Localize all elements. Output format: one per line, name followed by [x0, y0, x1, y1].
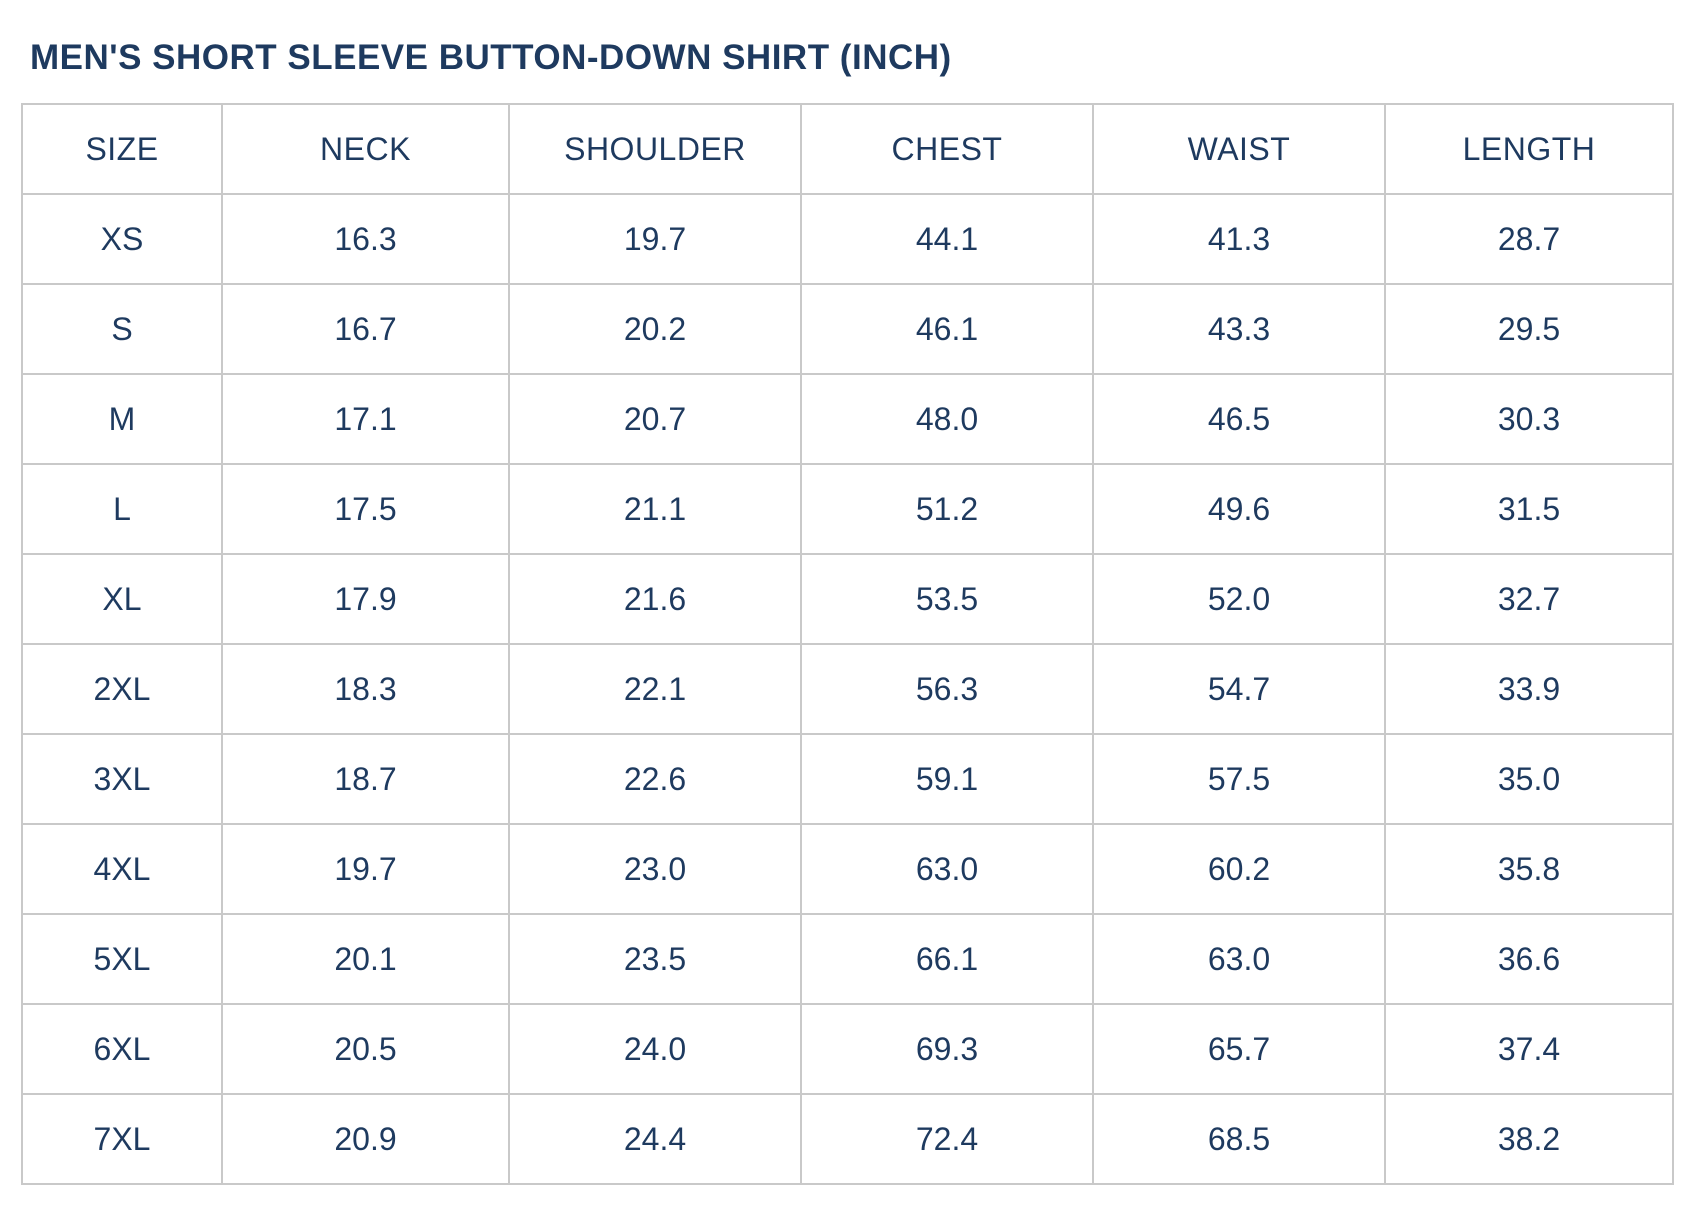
measurement-cell-shoulder: 23.0 [508, 823, 802, 915]
measurement-cell-neck: 20.9 [221, 1093, 510, 1185]
measurement-cell-neck: 17.1 [221, 373, 510, 465]
measurement-cell-length: 30.3 [1384, 373, 1674, 465]
measurement-cell-neck: 17.9 [221, 553, 510, 645]
page-title: MEN'S SHORT SLEEVE BUTTON-DOWN SHIRT (IN… [30, 38, 952, 77]
measurement-cell-chest: 63.0 [800, 823, 1094, 915]
measurement-cell-neck: 18.3 [221, 643, 510, 735]
measurement-cell-length: 28.7 [1384, 193, 1674, 285]
measurement-cell-shoulder: 21.6 [508, 553, 802, 645]
measurement-cell-waist: 65.7 [1092, 1003, 1386, 1095]
measurement-cell-shoulder: 23.5 [508, 913, 802, 1005]
table-row-xs: XS 16.3 19.7 44.1 41.3 28.7 [21, 193, 1674, 285]
measurement-cell-neck: 20.5 [221, 1003, 510, 1095]
table-row-6xl: 6XL 20.5 24.0 69.3 65.7 37.4 [21, 1003, 1674, 1095]
size-cell: 6XL [21, 1003, 223, 1095]
table-header-row: SIZE NECK SHOULDER CHEST WAIST LENGTH [21, 103, 1674, 195]
measurement-cell-chest: 53.5 [800, 553, 1094, 645]
measurement-cell-shoulder: 19.7 [508, 193, 802, 285]
measurement-cell-length: 35.0 [1384, 733, 1674, 825]
measurement-cell-waist: 63.0 [1092, 913, 1386, 1005]
measurement-cell-length: 36.6 [1384, 913, 1674, 1005]
size-cell: 2XL [21, 643, 223, 735]
table-row-2xl: 2XL 18.3 22.1 56.3 54.7 33.9 [21, 643, 1674, 735]
table-row-s: S 16.7 20.2 46.1 43.3 29.5 [21, 283, 1674, 375]
table-row-m: M 17.1 20.7 48.0 46.5 30.3 [21, 373, 1674, 465]
measurement-cell-length: 37.4 [1384, 1003, 1674, 1095]
measurement-cell-chest: 44.1 [800, 193, 1094, 285]
measurement-cell-waist: 60.2 [1092, 823, 1386, 915]
measurement-cell-shoulder: 24.4 [508, 1093, 802, 1185]
measurement-cell-chest: 59.1 [800, 733, 1094, 825]
size-cell: 5XL [21, 913, 223, 1005]
measurement-cell-waist: 43.3 [1092, 283, 1386, 375]
size-cell: XL [21, 553, 223, 645]
measurement-cell-length: 33.9 [1384, 643, 1674, 735]
column-header-chest: CHEST [800, 103, 1094, 195]
table-header: SIZE NECK SHOULDER CHEST WAIST LENGTH [21, 103, 1674, 195]
size-cell: XS [21, 193, 223, 285]
measurement-cell-waist: 57.5 [1092, 733, 1386, 825]
table-row-l: L 17.5 21.1 51.2 49.6 31.5 [21, 463, 1674, 555]
measurement-cell-chest: 51.2 [800, 463, 1094, 555]
measurement-cell-shoulder: 21.1 [508, 463, 802, 555]
size-cell: 7XL [21, 1093, 223, 1185]
measurement-cell-shoulder: 20.7 [508, 373, 802, 465]
measurement-cell-shoulder: 22.1 [508, 643, 802, 735]
measurement-cell-waist: 46.5 [1092, 373, 1386, 465]
measurement-cell-shoulder: 24.0 [508, 1003, 802, 1095]
measurement-cell-waist: 54.7 [1092, 643, 1386, 735]
measurement-cell-chest: 72.4 [800, 1093, 1094, 1185]
measurement-cell-length: 31.5 [1384, 463, 1674, 555]
measurement-cell-length: 35.8 [1384, 823, 1674, 915]
measurement-cell-length: 29.5 [1384, 283, 1674, 375]
table-row-xl: XL 17.9 21.6 53.5 52.0 32.7 [21, 553, 1674, 645]
table-body: XS 16.3 19.7 44.1 41.3 28.7 S 16.7 20.2 46.1 43.3 2… [21, 193, 1674, 1185]
measurement-cell-neck: 20.1 [221, 913, 510, 1005]
column-header-size: SIZE [21, 103, 223, 195]
measurement-cell-neck: 19.7 [221, 823, 510, 915]
size-cell: S [21, 283, 223, 375]
measurement-cell-shoulder: 20.2 [508, 283, 802, 375]
measurement-cell-waist: 68.5 [1092, 1093, 1386, 1185]
measurement-cell-shoulder: 22.6 [508, 733, 802, 825]
measurement-cell-length: 38.2 [1384, 1093, 1674, 1185]
column-header-neck: NECK [221, 103, 510, 195]
measurement-cell-waist: 52.0 [1092, 553, 1386, 645]
measurement-cell-waist: 49.6 [1092, 463, 1386, 555]
measurement-cell-chest: 56.3 [800, 643, 1094, 735]
size-cell: 3XL [21, 733, 223, 825]
size-cell: 4XL [21, 823, 223, 915]
measurement-cell-neck: 17.5 [221, 463, 510, 555]
measurement-cell-length: 32.7 [1384, 553, 1674, 645]
table-row-7xl: 7XL 20.9 24.4 72.4 68.5 38.2 [21, 1093, 1674, 1185]
measurement-cell-chest: 48.0 [800, 373, 1094, 465]
measurement-cell-chest: 46.1 [800, 283, 1094, 375]
table-row-5xl: 5XL 20.1 23.5 66.1 63.0 36.6 [21, 913, 1674, 1005]
size-chart-table: SIZE NECK SHOULDER CHEST WAIST LENGTH XS 16.3 1… [21, 103, 1674, 1185]
size-cell: L [21, 463, 223, 555]
column-header-length: LENGTH [1384, 103, 1674, 195]
measurement-cell-neck: 18.7 [221, 733, 510, 825]
measurement-cell-chest: 66.1 [800, 913, 1094, 1005]
column-header-waist: WAIST [1092, 103, 1386, 195]
measurement-cell-neck: 16.3 [221, 193, 510, 285]
column-header-shoulder: SHOULDER [508, 103, 802, 195]
measurement-cell-chest: 69.3 [800, 1003, 1094, 1095]
measurement-cell-neck: 16.7 [221, 283, 510, 375]
table-row-3xl: 3XL 18.7 22.6 59.1 57.5 35.0 [21, 733, 1674, 825]
table-row-4xl: 4XL 19.7 23.0 63.0 60.2 35.8 [21, 823, 1674, 915]
measurement-cell-waist: 41.3 [1092, 193, 1386, 285]
size-cell: M [21, 373, 223, 465]
